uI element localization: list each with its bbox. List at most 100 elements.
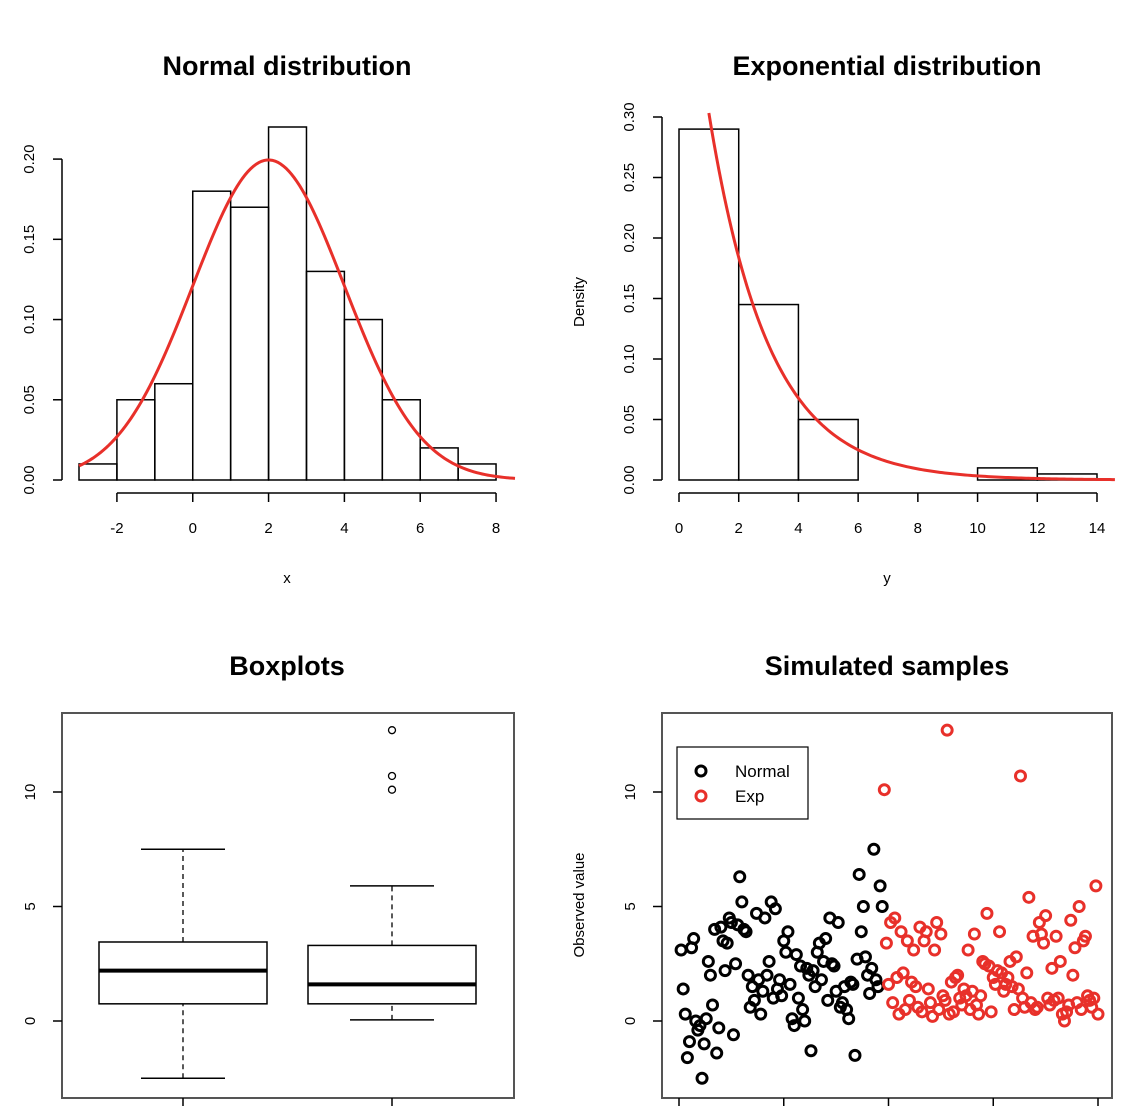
scatter-point [1030, 1000, 1044, 1014]
scatter-point [888, 911, 902, 925]
legend-normal-label: Normal [735, 762, 790, 781]
scatter-point [882, 977, 895, 991]
scatter-point [781, 925, 795, 939]
y-tick-label: 0.20 [21, 144, 38, 173]
boxplots-frame [61, 712, 515, 1099]
exponential-density-curve [707, 112, 1115, 482]
legend-exp-marker [694, 789, 708, 803]
scatter-point [687, 932, 701, 946]
scatter-point [674, 943, 688, 957]
scatter-point [1074, 1003, 1088, 1017]
scatter-point [846, 977, 860, 991]
exponential-histogram-bars [678, 128, 1098, 481]
legend-normal-marker [694, 764, 708, 778]
scatter-point [1007, 1003, 1021, 1017]
scatter-point [762, 954, 776, 968]
box-iqr [98, 941, 268, 1005]
scatter-point [745, 980, 759, 994]
x-tick-label: 2 [735, 520, 743, 537]
y-tick-label: 0.20 [621, 223, 638, 252]
scatter-point [1060, 1005, 1074, 1019]
scatter-point [1039, 909, 1053, 923]
scatter-point [703, 968, 717, 982]
scatter-point [867, 842, 881, 856]
scatter-point [1049, 929, 1063, 943]
scatter-point [827, 959, 841, 973]
scatter-point [1051, 991, 1065, 1005]
y-tick-label: 10 [622, 784, 639, 801]
scatter-point [1009, 950, 1023, 964]
histogram-bar [305, 270, 346, 481]
scatter-point [896, 966, 910, 980]
scatter-point [726, 1028, 740, 1042]
x-tick-label: 2 [264, 520, 272, 537]
scatter-point [825, 957, 839, 971]
scatter-point [938, 993, 952, 1007]
scatter-point [972, 1007, 986, 1021]
x-tick-label: 14 [1089, 520, 1106, 537]
x-tick-label: 4 [340, 520, 348, 537]
histogram-bar [457, 463, 497, 481]
scatter-point [993, 925, 1007, 939]
scatter-point [796, 1003, 810, 1017]
scatter-point [754, 1007, 768, 1021]
scatter-point [706, 998, 720, 1012]
scatter-point [999, 977, 1013, 991]
scatter-point [1089, 879, 1103, 893]
box-outlier [387, 726, 397, 735]
y-tick-label: 0.30 [621, 102, 638, 131]
y-tick-label: 0 [22, 1017, 39, 1025]
y-tick-label: 0.00 [621, 465, 638, 494]
legend-box [676, 746, 809, 820]
normal-density-curve [78, 158, 516, 480]
scatter-frame [661, 712, 1113, 1099]
scatter-point [808, 980, 822, 994]
scatter-point [951, 968, 965, 982]
histogram-bar [191, 190, 232, 481]
scatter-point [735, 895, 749, 909]
scatter-point [909, 980, 923, 994]
x-tick-label: 8 [914, 520, 922, 537]
scatter-point [1045, 961, 1059, 975]
y-tick-label: 0.00 [21, 465, 38, 494]
scatter-point [720, 936, 734, 950]
scatter-point [1022, 890, 1036, 904]
histogram-bar [381, 399, 421, 481]
scatter-content: 0 5 10 [622, 723, 1105, 1106]
exponential-histogram-panel: Exponential distribution y Density 0 2 4 6 8… [571, 51, 1115, 587]
normal-histogram-bars [78, 126, 497, 481]
scatter-point [869, 973, 883, 987]
scatter-title: Simulated samples [765, 651, 1010, 681]
boxplots-panel: Boxplots 0 5 10 [22, 651, 515, 1106]
scatter-point [1066, 968, 1080, 982]
scatter-point [915, 1005, 929, 1019]
box-iqr [307, 944, 477, 1005]
scatter-point [980, 906, 994, 920]
normal-histogram-panel: Normal distribution x -2 0 2 4 6 8 0.00 0.05 0.1… [21, 51, 516, 587]
scatter-point [934, 927, 948, 941]
y-tick-label: 0 [622, 1017, 639, 1025]
scatter-point [1005, 980, 1019, 994]
scatter-point [775, 989, 789, 1003]
histogram-bar [229, 206, 270, 481]
scatter-ylabel: Observed value [571, 852, 588, 957]
scatter-point [1064, 913, 1078, 927]
legend-exp-label: Exp [735, 787, 764, 806]
scatter-point [798, 1014, 812, 1028]
normal-histogram-xlabel: x [283, 570, 291, 587]
scatter-point [831, 916, 845, 930]
scatter-point [858, 950, 872, 964]
x-tick-label: 10 [969, 520, 986, 537]
scatter-point [946, 1005, 960, 1019]
scatter-point [902, 993, 916, 1007]
scatter-point [848, 1048, 862, 1062]
scatter-point [842, 1012, 856, 1026]
box-outlier [387, 771, 397, 781]
scatter-point [741, 968, 755, 982]
scatter-point [773, 973, 787, 987]
scatter-point [794, 959, 808, 973]
histogram-bar [737, 303, 800, 481]
boxplots-content: 0 5 10 [22, 726, 477, 1106]
scatter-point [1078, 929, 1092, 943]
y-tick-label: 0.10 [621, 344, 638, 373]
